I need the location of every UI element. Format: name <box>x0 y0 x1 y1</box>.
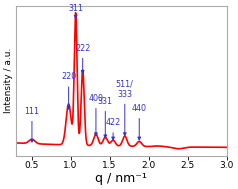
Text: 311: 311 <box>68 4 83 19</box>
Text: 222: 222 <box>75 44 90 73</box>
Y-axis label: Intensity / a.u.: Intensity / a.u. <box>4 48 13 113</box>
Text: 220: 220 <box>61 72 76 109</box>
Text: 111: 111 <box>25 107 40 142</box>
Text: 331: 331 <box>98 97 113 138</box>
X-axis label: q / nm⁻¹: q / nm⁻¹ <box>95 172 147 185</box>
Text: 440: 440 <box>132 104 147 140</box>
Text: 511/
333: 511/ 333 <box>116 79 134 136</box>
Text: 400: 400 <box>89 94 104 136</box>
Text: 422: 422 <box>105 118 121 140</box>
